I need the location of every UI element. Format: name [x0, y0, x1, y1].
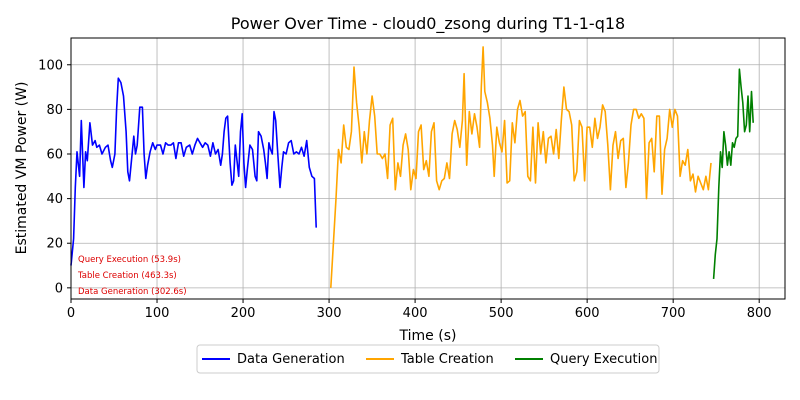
annotation-data-generation: Data Generation (302.6s) — [78, 287, 187, 297]
x-tick-label: 200 — [231, 306, 256, 321]
x-tick-label: 700 — [661, 306, 686, 321]
series-line-query-execution — [712, 68, 754, 279]
y-axis-label: Estimated VM Power (W) — [14, 82, 30, 255]
x-tick-label: 0 — [67, 306, 75, 321]
series-line-table-creation — [330, 46, 712, 288]
y-tick-label: 60 — [46, 148, 63, 163]
y-tick-label: 20 — [46, 237, 63, 252]
x-tick-label: 400 — [403, 306, 428, 321]
y-tick-label: 0 — [55, 281, 63, 296]
legend-label-query-execution: Query Execution — [550, 352, 657, 367]
y-tick-label: 80 — [46, 103, 63, 118]
x-tick-label: 500 — [489, 306, 514, 321]
annotation-table-creation: Table Creation (463.3s) — [77, 271, 177, 281]
ticks: 0 100 200 300 400 500 600 700 800 0 20 40 60 80 100 — [38, 58, 771, 321]
legend: Data Generation Table Creation Query Exe… — [196, 344, 660, 374]
chart-title: Power Over Time - cloud0_zsong during T1… — [231, 14, 625, 34]
x-tick-label: 300 — [317, 306, 342, 321]
series-line-data-generation — [70, 77, 317, 266]
annotation-query-execution: Query Execution (53.9s) — [78, 255, 181, 265]
x-tick-label: 800 — [747, 306, 772, 321]
y-tick-label: 40 — [46, 192, 63, 207]
legend-label-data-generation: Data Generation — [237, 352, 345, 367]
y-tick-label: 100 — [38, 58, 63, 73]
x-tick-label: 100 — [145, 306, 170, 321]
plot-frame — [70, 37, 786, 300]
grid — [70, 38, 785, 299]
x-tick-label: 600 — [575, 306, 600, 321]
legend-label-table-creation: Table Creation — [400, 352, 494, 367]
x-axis-label: Time (s) — [399, 328, 457, 344]
series-lines — [70, 46, 754, 288]
legend-box — [196, 344, 660, 374]
